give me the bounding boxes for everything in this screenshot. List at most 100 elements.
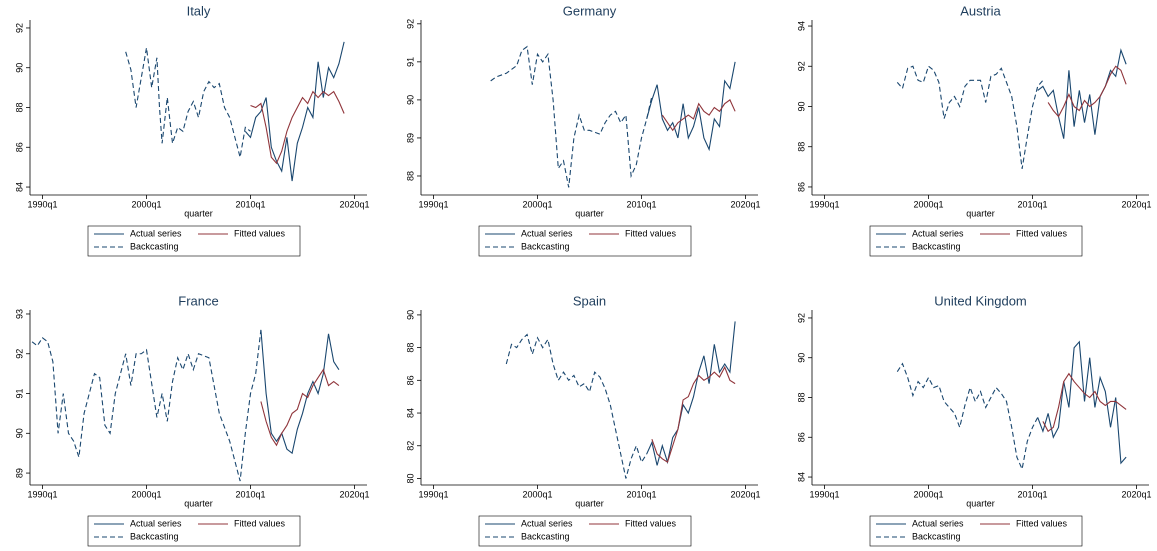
y-tick-label: 92 (14, 349, 24, 359)
legend-label: Fitted values (234, 228, 286, 238)
legend-label: Backcasting (521, 241, 570, 251)
y-tick-label: 92 (14, 23, 24, 33)
x-tick-label: 2020q1 (1121, 489, 1151, 499)
legend-label: Actual series (521, 228, 573, 238)
x-tick-label: 2010q1 (626, 199, 656, 209)
y-tick-label: 88 (405, 343, 415, 353)
x-tick-label: 2000q1 (522, 199, 552, 209)
x-tick-label: 2000q1 (913, 199, 943, 209)
series-line (260, 368, 340, 447)
legend-box (87, 515, 301, 547)
series-line (260, 329, 340, 455)
y-tick-label: 91 (14, 389, 24, 399)
x-tick-label: 1990q1 (27, 489, 57, 499)
legend-label: Fitted values (625, 228, 677, 238)
legend-label: Fitted values (234, 518, 286, 528)
series-line (646, 61, 736, 152)
legend-label: Actual series (130, 228, 182, 238)
y-tick-label: 86 (796, 432, 806, 442)
x-tick-label: 2010q1 (626, 489, 656, 499)
legend-box (869, 225, 1083, 257)
x-tick-label: 2020q1 (730, 199, 760, 209)
panel-title: Spain (573, 293, 606, 308)
y-tick-label: 92 (796, 313, 806, 323)
y-tick-label: 84 (14, 182, 24, 192)
x-tick-label: 1990q1 (418, 489, 448, 499)
legend-label: Actual series (912, 228, 964, 238)
x-tick-label: 1990q1 (809, 489, 839, 499)
x-tick-label: 2000q1 (522, 489, 552, 499)
y-tick-label: 88 (14, 102, 24, 112)
series-line (661, 99, 736, 132)
x-tick-label: 2010q1 (1017, 489, 1047, 499)
y-tick-label: 90 (405, 310, 415, 320)
series-line (896, 362, 1039, 471)
y-tick-label: 93 (14, 309, 24, 319)
legend-label: Fitted values (625, 518, 677, 528)
y-tick-label: 86 (14, 142, 24, 152)
x-axis-label: quarter (184, 208, 213, 218)
x-tick-label: 2010q1 (1017, 199, 1047, 209)
series-line (250, 90, 345, 165)
x-tick-label: 1990q1 (27, 199, 57, 209)
panel-title: United Kingdom (934, 293, 1027, 308)
x-tick-label: 2010q1 (235, 199, 265, 209)
x-axis-label: quarter (575, 208, 604, 218)
series-line (646, 321, 736, 466)
x-tick-label: 2020q1 (339, 489, 369, 499)
legend-label: Backcasting (521, 531, 570, 541)
y-tick-label: 82 (405, 441, 415, 451)
series-line (1047, 65, 1127, 118)
x-axis-label: quarter (966, 498, 995, 508)
legend-label: Fitted values (1016, 518, 1068, 528)
x-tick-label: 1990q1 (809, 199, 839, 209)
legend-box (87, 225, 301, 257)
y-tick-label: 88 (405, 171, 415, 181)
y-tick-label: 92 (405, 19, 415, 29)
series-line (505, 333, 648, 479)
series-line (1037, 340, 1127, 465)
legend-box (869, 515, 1083, 547)
panel-title: Austria (960, 3, 1001, 18)
legend-label: Actual series (521, 518, 573, 528)
x-tick-label: 2020q1 (339, 199, 369, 209)
legend-label: Backcasting (130, 241, 179, 251)
legend-label: Backcasting (130, 531, 179, 541)
x-axis-label: quarter (184, 498, 213, 508)
panel-title: Italy (187, 3, 211, 18)
panel-title: France (178, 293, 218, 308)
x-tick-label: 2000q1 (913, 489, 943, 499)
y-tick-label: 88 (796, 142, 806, 152)
y-tick-label: 90 (405, 95, 415, 105)
x-tick-label: 2020q1 (1121, 199, 1151, 209)
x-tick-label: 1990q1 (418, 199, 448, 209)
legend-label: Fitted values (1016, 228, 1068, 238)
y-tick-label: 88 (796, 392, 806, 402)
y-tick-label: 90 (14, 63, 24, 73)
y-tick-label: 86 (405, 375, 415, 385)
x-tick-label: 2000q1 (131, 489, 161, 499)
x-tick-label: 2020q1 (730, 489, 760, 499)
y-tick-label: 89 (14, 468, 24, 478)
legend-label: Backcasting (912, 241, 961, 251)
y-tick-label: 94 (796, 21, 806, 31)
y-tick-label: 84 (405, 408, 415, 418)
y-tick-label: 89 (405, 133, 415, 143)
y-tick-label: 86 (796, 182, 806, 192)
series-line (896, 65, 1044, 169)
series-line (651, 365, 736, 463)
legend-label: Backcasting (912, 531, 961, 541)
y-tick-label: 90 (14, 428, 24, 438)
legend-box (478, 225, 692, 257)
series-line (490, 45, 653, 188)
legend-label: Actual series (912, 518, 964, 528)
x-axis-label: quarter (966, 208, 995, 218)
y-tick-label: 91 (405, 57, 415, 67)
panel-title: Germany (563, 3, 617, 18)
series-line (125, 47, 251, 158)
x-tick-label: 2000q1 (131, 199, 161, 209)
legend-label: Actual series (130, 518, 182, 528)
y-tick-label: 90 (796, 101, 806, 111)
